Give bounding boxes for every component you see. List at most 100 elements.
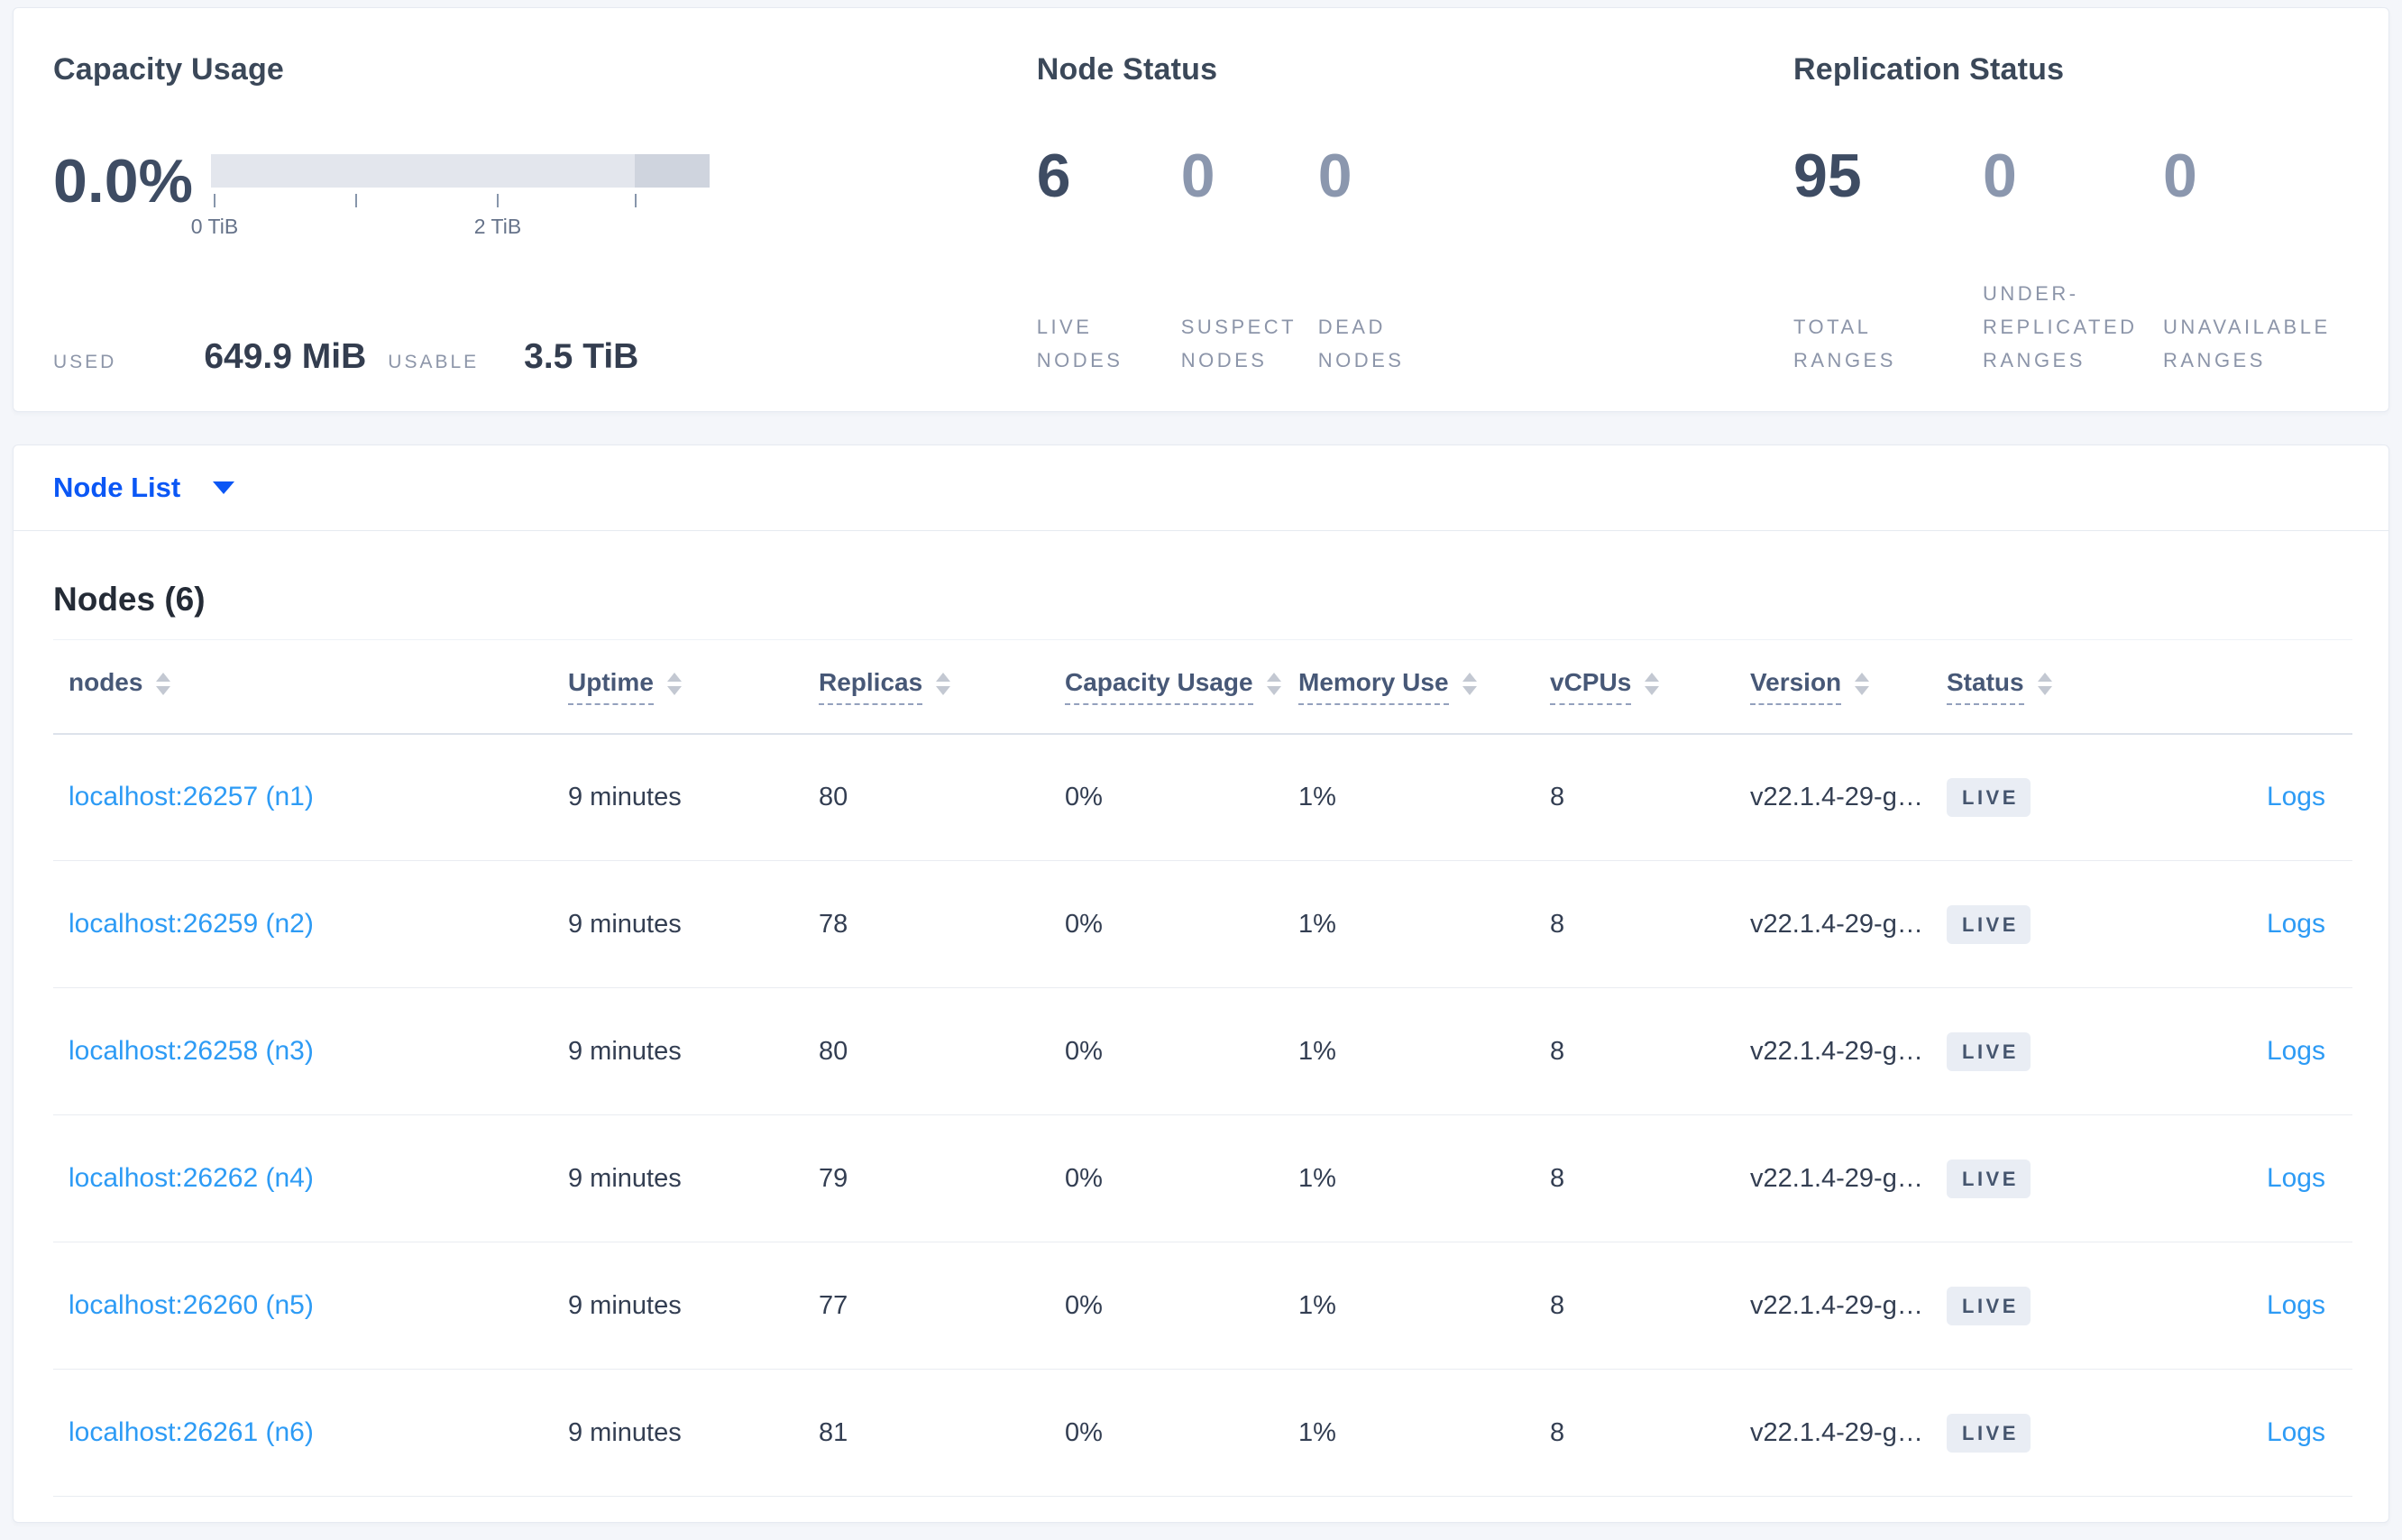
column-header-logs	[2211, 639, 2352, 735]
unavailable-ranges-metric: 0 UNAVAILABLE RANGES	[2163, 145, 2370, 377]
capacity-gauge: 0.0% 0 TiB 2 TiB	[53, 149, 1037, 242]
table-header-row: nodes Uptime Replicas Capacity Usag	[53, 639, 2352, 735]
node-link[interactable]: localhost:26258 (n3)	[69, 1036, 314, 1066]
under-replicated-ranges-label: UNDER-REPLICATED RANGES	[1983, 282, 2138, 371]
axis-tick-label: 0 TiB	[190, 215, 239, 238]
table-row: localhost:26261 (n6) 9 minutes 81 0% 1% …	[53, 1369, 2352, 1497]
sort-icon	[1855, 672, 1870, 695]
version-cell: v22.1.4-29-g…	[1735, 987, 1931, 1115]
table-row: localhost:26260 (n5) 9 minutes 77 0% 1% …	[53, 1242, 2352, 1370]
logs-link[interactable]: Logs	[2266, 1417, 2325, 1447]
node-link[interactable]: localhost:26260 (n5)	[69, 1290, 314, 1320]
status-badge: LIVE	[1947, 777, 2031, 817]
chevron-down-icon	[213, 481, 235, 494]
total-ranges-value: 95	[1793, 142, 1862, 210]
dead-nodes-label: DEAD NODES	[1317, 316, 1405, 371]
used-label: USED	[53, 352, 117, 372]
vcpus-cell: 8	[1535, 733, 1735, 861]
suspect-nodes-value: 0	[1180, 142, 1215, 210]
node-list-panel: Node List Nodes (6) nodes	[13, 445, 2389, 1523]
node-link[interactable]: localhost:26259 (n2)	[69, 909, 314, 939]
logs-link[interactable]: Logs	[2266, 782, 2325, 812]
nodes-table-section: Nodes (6) nodes Uptime	[14, 531, 2388, 1522]
column-header-nodes[interactable]: nodes	[53, 639, 553, 735]
uptime-cell: 9 minutes	[553, 987, 803, 1115]
memory-cell: 1%	[1283, 1114, 1535, 1242]
replicas-cell: 80	[803, 987, 1050, 1115]
capacity-usage-title: Capacity Usage	[53, 52, 285, 87]
total-ranges-label: TOTAL RANGES	[1793, 316, 1896, 371]
sort-icon	[2037, 672, 2052, 695]
uptime-cell: 9 minutes	[553, 1369, 803, 1497]
column-header-vcpus[interactable]: vCPUs	[1535, 639, 1735, 735]
capacity-bar	[211, 154, 710, 188]
suspect-nodes-metric: 0 SUSPECT NODES	[1181, 145, 1318, 377]
replication-status-title: Replication Status	[1793, 52, 2065, 87]
vcpus-cell: 8	[1535, 1369, 1735, 1497]
vcpus-cell: 8	[1535, 1114, 1735, 1242]
under-replicated-ranges-metric: 0 UNDER-REPLICATED RANGES	[1983, 145, 2163, 377]
node-link[interactable]: localhost:26261 (n6)	[69, 1417, 314, 1447]
replicas-cell: 79	[803, 1114, 1050, 1242]
capacity-bar-reserved-segment	[635, 154, 710, 188]
capacity-cell: 0%	[1050, 987, 1283, 1115]
suspect-nodes-label: SUSPECT NODES	[1180, 316, 1297, 371]
table-row: localhost:26259 (n2) 9 minutes 78 0% 1% …	[53, 860, 2352, 988]
replicas-cell: 77	[803, 1242, 1050, 1370]
sort-icon	[936, 672, 951, 695]
memory-cell: 1%	[1283, 860, 1535, 988]
node-link[interactable]: localhost:26262 (n4)	[69, 1163, 314, 1193]
logs-link[interactable]: Logs	[2266, 1290, 2325, 1320]
usable-label: USABLE	[388, 352, 480, 372]
live-nodes-metric: 6 LIVE NODES	[1037, 145, 1181, 377]
version-cell: v22.1.4-29-g…	[1735, 1369, 1931, 1497]
version-cell: v22.1.4-29-g…	[1735, 1114, 1931, 1242]
column-header-uptime[interactable]: Uptime	[553, 639, 803, 735]
vcpus-cell: 8	[1535, 987, 1735, 1115]
sort-icon	[156, 672, 171, 695]
nodes-table-title: Nodes (6)	[53, 581, 206, 618]
capacity-cell: 0%	[1050, 733, 1283, 861]
status-badge: LIVE	[1947, 1159, 2031, 1198]
view-selector-label: Node List	[53, 472, 181, 503]
table-row: localhost:26258 (n3) 9 minutes 80 0% 1% …	[53, 987, 2352, 1115]
replicas-cell: 78	[803, 860, 1050, 988]
nodes-table: nodes Uptime Replicas Capacity Usag	[53, 639, 2352, 1497]
capacity-percent-value: 0.0%	[53, 147, 193, 215]
capacity-axis-ticks	[211, 194, 710, 207]
dead-nodes-metric: 0 DEAD NODES	[1318, 145, 1471, 377]
column-header-status[interactable]: Status	[1931, 639, 2211, 735]
cluster-summary-panel: Capacity Usage 0.0% 0 TiB 2 TiB	[13, 7, 2389, 412]
uptime-cell: 9 minutes	[553, 1114, 803, 1242]
capacity-used-usable: USED 649.9 MiB USABLE 3.5 TiB	[53, 337, 1037, 377]
replicas-cell: 81	[803, 1369, 1050, 1497]
under-replicated-ranges-value: 0	[1983, 142, 2017, 210]
vcpus-cell: 8	[1535, 860, 1735, 988]
version-cell: v22.1.4-29-g…	[1735, 1242, 1931, 1370]
total-ranges-metric: 95 TOTAL RANGES	[1793, 145, 1983, 377]
usable-value: 3.5 TiB	[524, 337, 639, 376]
vcpus-cell: 8	[1535, 1242, 1735, 1370]
logs-link[interactable]: Logs	[2266, 1163, 2325, 1193]
capacity-cell: 0%	[1050, 1242, 1283, 1370]
node-link[interactable]: localhost:26257 (n1)	[69, 782, 314, 812]
replication-status-section: Replication Status 95 TOTAL RANGES 0 UND…	[1793, 50, 2370, 377]
logs-link[interactable]: Logs	[2266, 1036, 2325, 1066]
capacity-cell: 0%	[1050, 1369, 1283, 1497]
unavailable-ranges-label: UNAVAILABLE RANGES	[2163, 316, 2331, 371]
column-header-memory-use[interactable]: Memory Use	[1283, 639, 1535, 735]
axis-tick-label: 2 TiB	[473, 215, 522, 238]
column-header-capacity-usage[interactable]: Capacity Usage	[1050, 639, 1283, 735]
table-row: localhost:26262 (n4) 9 minutes 79 0% 1% …	[53, 1114, 2352, 1242]
logs-link[interactable]: Logs	[2266, 909, 2325, 939]
view-selector-dropdown[interactable]: Node List	[53, 472, 235, 504]
memory-cell: 1%	[1283, 1369, 1535, 1497]
table-row: localhost:26257 (n1) 9 minutes 80 0% 1% …	[53, 733, 2352, 861]
live-nodes-value: 6	[1036, 142, 1071, 210]
status-badge: LIVE	[1947, 1031, 2031, 1071]
status-badge: LIVE	[1947, 1286, 2031, 1325]
column-header-version[interactable]: Version	[1735, 639, 1931, 735]
sort-icon	[1266, 672, 1281, 695]
column-header-replicas[interactable]: Replicas	[803, 639, 1050, 735]
